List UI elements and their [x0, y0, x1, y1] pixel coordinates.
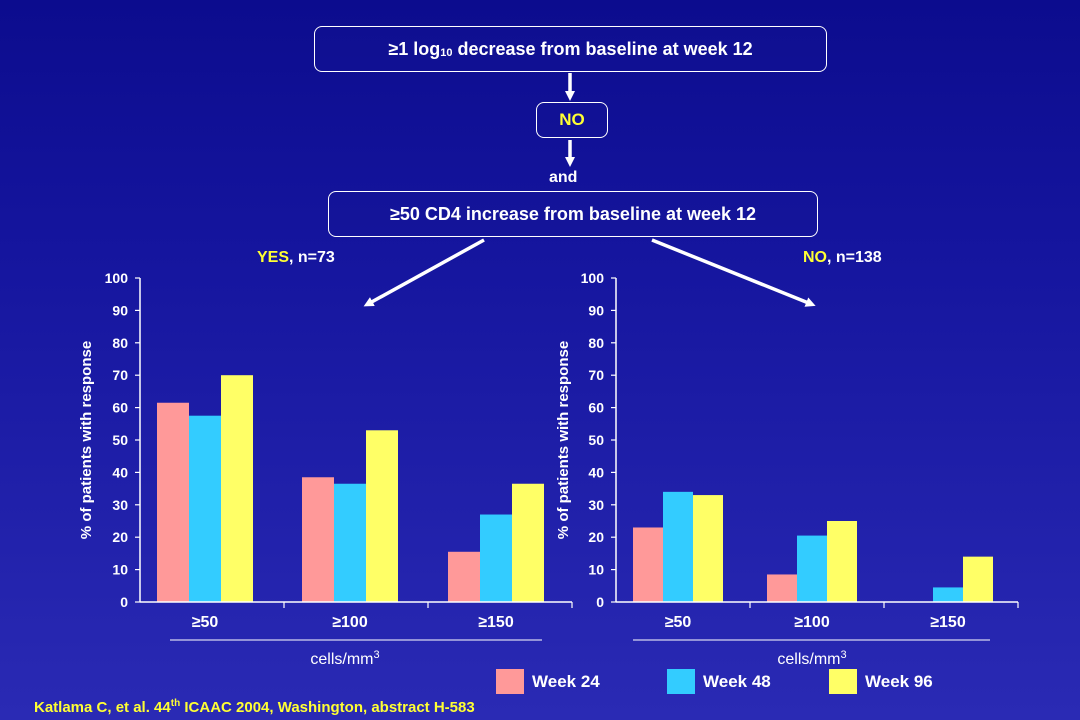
category-label-0: ≥50 — [192, 614, 219, 631]
y-tick-label-3: 30 — [588, 497, 604, 513]
y-tick-label-6: 60 — [112, 400, 128, 416]
bar-no-1-0 — [767, 574, 797, 602]
bar-yes-0-0 — [157, 402, 189, 602]
legend-week96: Week 96 — [829, 669, 933, 694]
citation-sup: th — [170, 698, 181, 709]
y-tick-label-7: 70 — [588, 367, 604, 383]
bar-no-0-0 — [633, 527, 663, 602]
y-tick-label-7: 70 — [112, 367, 128, 383]
top-criterion-prefix: ≥1 log — [388, 38, 441, 59]
bar-yes-1-1 — [334, 483, 366, 602]
y-tick-label-9: 90 — [588, 302, 604, 318]
branch-no-count: , n=138 — [827, 249, 882, 266]
bar-no-0-1 — [663, 491, 693, 602]
legend-label-week48: Week 48 — [703, 671, 771, 691]
bar-yes-1-2 — [366, 430, 398, 602]
y-tick-label-6: 60 — [588, 400, 604, 416]
bar-no-2-2 — [963, 556, 993, 602]
citation-part1: Katlama C, et al. 44 — [34, 699, 171, 716]
y-tick-label-9: 90 — [112, 302, 128, 318]
category-label-1: ≥100 — [794, 614, 830, 631]
branch-no-label: NO, n=138 — [803, 249, 882, 267]
chart-yes: ≥50 ≥100 ≥150 0 10 20 30 40 50 60 70 80 90 100 % of pa… — [78, 270, 573, 668]
bar-no-1-2 — [827, 521, 857, 602]
branch-yes-count: , n=73 — [289, 249, 335, 266]
bar-yes-2-1 — [480, 514, 512, 602]
bar-yes-0-2 — [221, 375, 253, 602]
arrow-to-no — [651, 238, 816, 307]
bar-yes-0-1 — [189, 415, 221, 602]
legend-label-week24: Week 24 — [532, 671, 600, 691]
legend-swatch-week96 — [829, 669, 857, 694]
y-axis-label: % of patients with response — [555, 341, 572, 539]
y-tick-label-3: 30 — [112, 497, 128, 513]
and-label: and — [549, 169, 578, 186]
top-criterion-box: ≥1 log 10 decrease from baseline at week … — [314, 26, 827, 72]
y-tick-label-0: 0 — [120, 594, 128, 610]
category-label-2: ≥150 — [930, 614, 966, 631]
legend-swatch-week48 — [667, 669, 695, 694]
category-label-2: ≥150 — [478, 614, 514, 631]
x-axis-label: cells/mm3 — [777, 649, 846, 668]
arrow-to-yes — [363, 238, 485, 307]
y-tick-label-10: 100 — [581, 270, 605, 286]
legend-swatch-week24 — [496, 669, 524, 694]
citation-part2: ICAAC 2004, Washington, abstract H-583 — [180, 699, 475, 716]
y-tick-label-1: 10 — [588, 562, 604, 578]
category-label-0: ≥50 — [665, 614, 692, 631]
branch-yes-label: YES, n=73 — [257, 249, 335, 267]
branch-yes-word: YES — [257, 249, 290, 266]
y-tick-label-2: 20 — [588, 529, 604, 545]
y-tick-label-5: 50 — [112, 432, 128, 448]
y-tick-label-5: 50 — [588, 432, 604, 448]
x-axis-label: cells/mm3 — [310, 649, 379, 668]
bar-no-2-1 — [933, 587, 963, 602]
y-tick-label-10: 100 — [105, 270, 129, 286]
y-tick-label-2: 20 — [112, 529, 128, 545]
y-tick-label-8: 80 — [588, 335, 604, 351]
chart-no: ≥50 ≥100 ≥150 0 10 20 30 40 50 60 70 80 90 100 % of pa… — [555, 270, 1019, 668]
bar-yes-2-2 — [512, 483, 544, 602]
y-tick-label-4: 40 — [112, 464, 128, 480]
y-tick-label-0: 0 — [596, 594, 604, 610]
y-axis-label: % of patients with response — [78, 341, 95, 539]
branch-no-word: NO — [803, 249, 827, 266]
legend-label-week96: Week 96 — [865, 671, 933, 691]
top-criterion-subscript: 10 — [440, 47, 453, 59]
no-box: NO — [536, 102, 608, 138]
y-tick-label-1: 10 — [112, 562, 128, 578]
bar-yes-2-0 — [448, 551, 480, 602]
bar-no-0-2 — [693, 495, 723, 602]
legend-week24: Week 24 — [496, 669, 600, 694]
category-label-1: ≥100 — [332, 614, 368, 631]
y-tick-label-4: 40 — [588, 464, 604, 480]
top-criterion-suffix: decrease from baseline at week 12 — [452, 38, 753, 59]
bar-no-1-1 — [797, 535, 827, 602]
bar-yes-1-0 — [302, 477, 334, 602]
y-tick-label-8: 80 — [112, 335, 128, 351]
citation: Katlama C, et al. 44th ICAAC 2004, Washi… — [34, 698, 475, 716]
legend-week48: Week 48 — [667, 669, 771, 694]
cd4-criterion-box: ≥50 CD4 increase from baseline at week 1… — [328, 191, 818, 237]
